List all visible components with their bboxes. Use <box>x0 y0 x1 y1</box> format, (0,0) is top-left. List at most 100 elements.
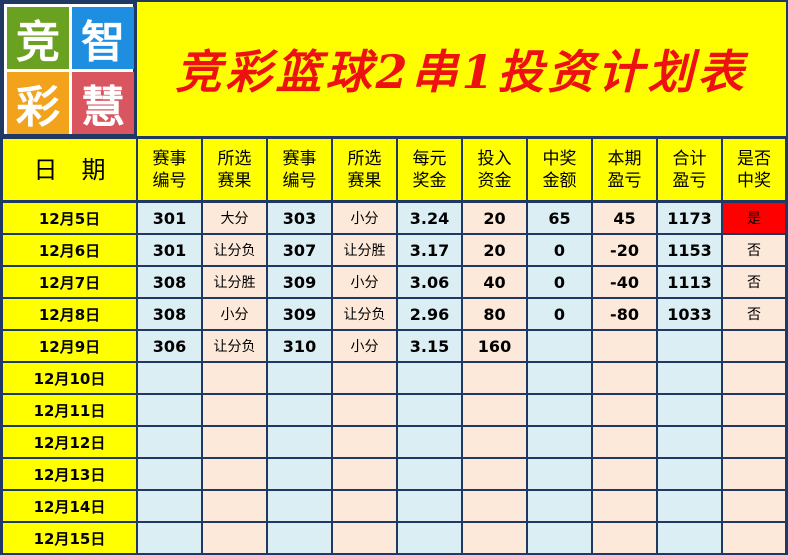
table-cell[interactable] <box>267 458 332 490</box>
table-cell[interactable] <box>592 394 657 426</box>
table-cell[interactable] <box>267 426 332 458</box>
table-cell[interactable] <box>267 490 332 522</box>
table-cell[interactable]: -40 <box>592 266 657 298</box>
table-cell[interactable]: 310 <box>267 330 332 362</box>
table-cell[interactable] <box>202 426 267 458</box>
table-cell[interactable] <box>397 522 462 554</box>
table-cell[interactable] <box>657 394 722 426</box>
table-cell[interactable]: 309 <box>267 298 332 330</box>
table-cell[interactable]: 否 <box>722 298 786 330</box>
table-cell[interactable] <box>397 394 462 426</box>
table-cell[interactable]: 1113 <box>657 266 722 298</box>
table-cell[interactable] <box>657 490 722 522</box>
table-cell[interactable]: -80 <box>592 298 657 330</box>
table-cell[interactable] <box>137 394 202 426</box>
table-cell[interactable]: 3.15 <box>397 330 462 362</box>
table-cell[interactable] <box>722 458 786 490</box>
table-cell[interactable]: 301 <box>137 202 202 234</box>
table-cell[interactable]: 否 <box>722 266 786 298</box>
table-cell[interactable] <box>397 458 462 490</box>
table-cell[interactable]: 20 <box>462 234 527 266</box>
table-cell[interactable] <box>137 522 202 554</box>
table-cell[interactable]: 306 <box>137 330 202 362</box>
table-cell[interactable] <box>202 458 267 490</box>
table-cell[interactable] <box>462 394 527 426</box>
table-cell[interactable] <box>657 362 722 394</box>
table-cell[interactable] <box>592 330 657 362</box>
table-cell[interactable]: 160 <box>462 330 527 362</box>
table-cell[interactable] <box>722 394 786 426</box>
table-cell[interactable]: 1173 <box>657 202 722 234</box>
date-cell[interactable]: 12月7日 <box>2 266 137 298</box>
table-cell[interactable]: 303 <box>267 202 332 234</box>
table-cell[interactable]: 65 <box>527 202 592 234</box>
table-cell[interactable]: 3.06 <box>397 266 462 298</box>
table-cell[interactable]: 309 <box>267 266 332 298</box>
table-cell[interactable]: 0 <box>527 234 592 266</box>
table-cell[interactable]: 是 <box>722 202 786 234</box>
table-cell[interactable] <box>722 522 786 554</box>
date-cell[interactable]: 12月12日 <box>2 426 137 458</box>
table-cell[interactable]: 让分负 <box>202 330 267 362</box>
date-cell[interactable]: 12月13日 <box>2 458 137 490</box>
table-cell[interactable] <box>137 362 202 394</box>
table-cell[interactable] <box>137 458 202 490</box>
table-cell[interactable] <box>202 394 267 426</box>
table-cell[interactable]: 让分负 <box>202 234 267 266</box>
table-cell[interactable] <box>462 522 527 554</box>
table-cell[interactable]: 让分胜 <box>332 234 397 266</box>
table-cell[interactable] <box>722 362 786 394</box>
date-cell[interactable]: 12月14日 <box>2 490 137 522</box>
table-cell[interactable] <box>657 426 722 458</box>
table-cell[interactable] <box>592 362 657 394</box>
table-cell[interactable]: 大分 <box>202 202 267 234</box>
date-cell[interactable]: 12月15日 <box>2 522 137 554</box>
table-cell[interactable] <box>137 490 202 522</box>
table-cell[interactable]: 80 <box>462 298 527 330</box>
table-cell[interactable]: 小分 <box>202 298 267 330</box>
table-cell[interactable] <box>527 426 592 458</box>
table-cell[interactable] <box>397 362 462 394</box>
date-cell[interactable]: 12月11日 <box>2 394 137 426</box>
table-cell[interactable]: 3.17 <box>397 234 462 266</box>
table-cell[interactable] <box>332 426 397 458</box>
table-cell[interactable] <box>137 426 202 458</box>
table-cell[interactable]: 2.96 <box>397 298 462 330</box>
table-cell[interactable] <box>657 330 722 362</box>
date-cell[interactable]: 12月5日 <box>2 202 137 234</box>
table-cell[interactable]: 1153 <box>657 234 722 266</box>
table-cell[interactable] <box>267 394 332 426</box>
table-cell[interactable]: 0 <box>527 266 592 298</box>
table-cell[interactable] <box>462 458 527 490</box>
table-cell[interactable]: 308 <box>137 266 202 298</box>
table-cell[interactable] <box>657 522 722 554</box>
table-cell[interactable] <box>267 362 332 394</box>
table-cell[interactable] <box>592 522 657 554</box>
table-cell[interactable]: 让分负 <box>332 298 397 330</box>
table-cell[interactable] <box>527 458 592 490</box>
table-cell[interactable]: 45 <box>592 202 657 234</box>
table-cell[interactable] <box>722 426 786 458</box>
table-cell[interactable] <box>527 362 592 394</box>
table-cell[interactable] <box>397 426 462 458</box>
table-cell[interactable] <box>202 522 267 554</box>
table-cell[interactable] <box>332 362 397 394</box>
table-cell[interactable] <box>722 490 786 522</box>
table-cell[interactable]: 40 <box>462 266 527 298</box>
date-cell[interactable]: 12月6日 <box>2 234 137 266</box>
table-cell[interactable]: 否 <box>722 234 786 266</box>
table-cell[interactable] <box>592 490 657 522</box>
table-cell[interactable]: -20 <box>592 234 657 266</box>
date-cell[interactable]: 12月9日 <box>2 330 137 362</box>
table-cell[interactable] <box>462 490 527 522</box>
table-cell[interactable]: 小分 <box>332 330 397 362</box>
table-cell[interactable] <box>527 490 592 522</box>
table-cell[interactable]: 20 <box>462 202 527 234</box>
table-cell[interactable]: 1033 <box>657 298 722 330</box>
table-cell[interactable]: 307 <box>267 234 332 266</box>
table-cell[interactable] <box>332 490 397 522</box>
table-cell[interactable] <box>202 362 267 394</box>
table-cell[interactable] <box>657 458 722 490</box>
table-cell[interactable] <box>462 362 527 394</box>
table-cell[interactable] <box>592 458 657 490</box>
